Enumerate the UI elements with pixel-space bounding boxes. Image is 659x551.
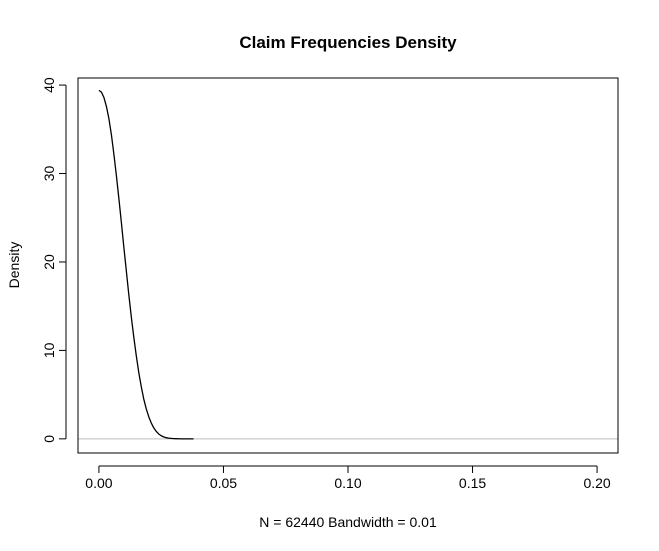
x-tick-label: 0.05: [210, 475, 237, 491]
y-axis-title: Density: [6, 242, 22, 289]
y-tick-label: 40: [41, 77, 57, 93]
x-axis-title: N = 62440 Bandwidth = 0.01: [259, 514, 437, 530]
x-tick-label: 0.10: [334, 475, 361, 491]
series-layer: [98, 89, 194, 440]
x-tick-label: 0.20: [583, 475, 610, 491]
chart-title: Claim Frequencies Density: [239, 33, 457, 52]
y-tick-label: 20: [41, 254, 57, 270]
x-tick-label: 0.00: [85, 475, 112, 491]
y-axis: 0 10 20 30 40: [41, 77, 67, 443]
x-tick-label: 0.15: [459, 475, 486, 491]
y-tick-label: 10: [41, 342, 57, 358]
y-tick-label: 0: [41, 435, 57, 443]
y-tick-label: 30: [41, 166, 57, 182]
x-axis: 0.00 0.05 0.10 0.15 0.20: [85, 465, 611, 491]
density-line-0: [98, 89, 194, 440]
plot-frame: [77, 77, 619, 454]
